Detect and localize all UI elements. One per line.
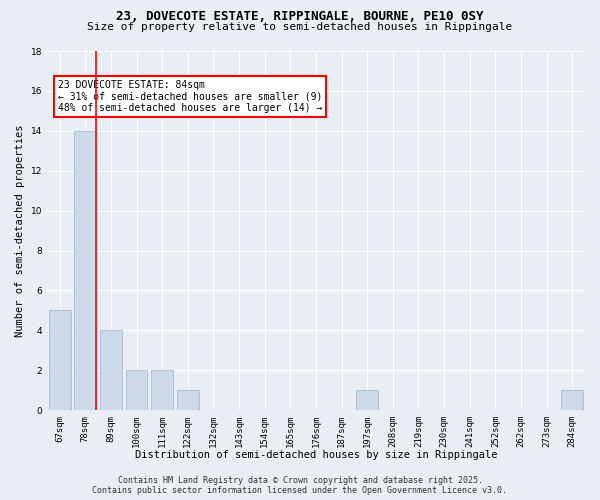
- Bar: [74, 131, 96, 410]
- Text: 23, DOVECOTE ESTATE, RIPPINGALE, BOURNE, PE10 0SY: 23, DOVECOTE ESTATE, RIPPINGALE, BOURNE,…: [116, 10, 484, 23]
- Bar: [561, 390, 583, 410]
- Bar: [100, 330, 122, 410]
- Text: Contains HM Land Registry data © Crown copyright and database right 2025.
Contai: Contains HM Land Registry data © Crown c…: [92, 476, 508, 495]
- Y-axis label: Number of semi-detached properties: Number of semi-detached properties: [15, 124, 25, 337]
- Bar: [151, 370, 173, 410]
- X-axis label: Distribution of semi-detached houses by size in Rippingale: Distribution of semi-detached houses by …: [135, 450, 497, 460]
- Bar: [177, 390, 199, 410]
- Bar: [356, 390, 378, 410]
- Bar: [49, 310, 71, 410]
- Text: Size of property relative to semi-detached houses in Rippingale: Size of property relative to semi-detach…: [88, 22, 512, 32]
- Text: 23 DOVECOTE ESTATE: 84sqm
← 31% of semi-detached houses are smaller (9)
48% of s: 23 DOVECOTE ESTATE: 84sqm ← 31% of semi-…: [58, 80, 322, 113]
- Bar: [126, 370, 148, 410]
